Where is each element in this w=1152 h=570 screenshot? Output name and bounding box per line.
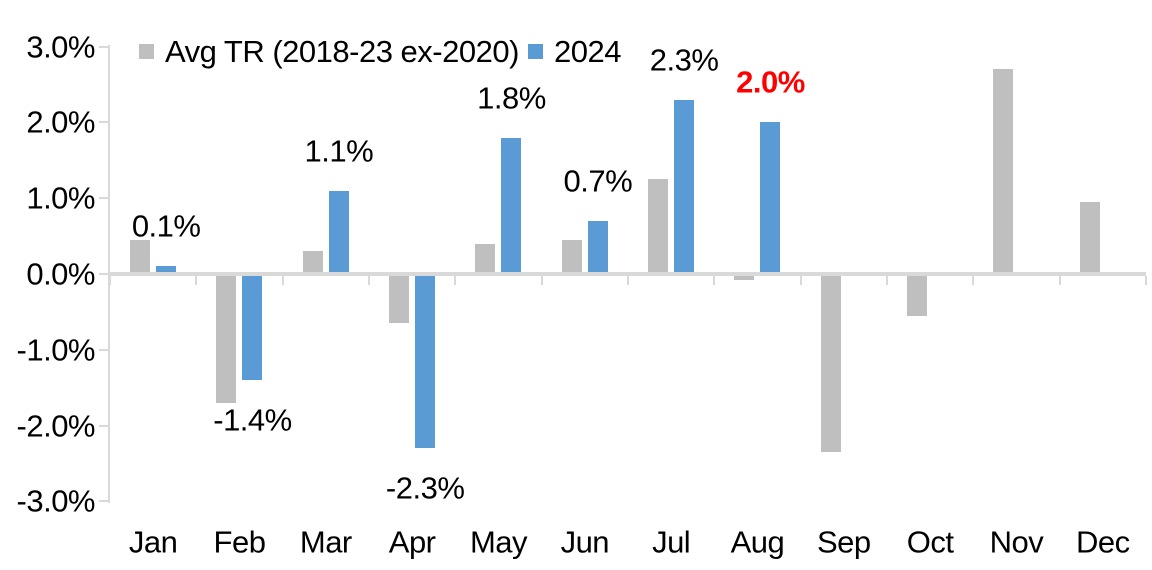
x-axis-label-dec: Dec [1075,524,1130,560]
y-axis-tick [99,45,110,48]
y-axis-tick [99,500,110,503]
legend-item-avg-tr: Avg TR (2018-23 ex-2020) [139,33,519,69]
bar-2024-jan [156,266,177,274]
data-label-may: 1.8% [477,80,546,115]
x-axis-tick [799,276,802,285]
bar-avg-oct [907,274,928,316]
y-axis-label: 0.0% [26,256,95,292]
x-axis-line [108,272,1146,276]
bar-2024-may [501,137,522,274]
bar-avg-feb [216,274,237,403]
y-axis-label: 1.0% [26,180,95,216]
x-axis-tick [195,276,198,285]
y-axis-tick [99,121,110,124]
x-axis-tick [972,276,975,285]
bar-2024-aug [760,122,781,274]
x-axis-label-jun: Jun [560,524,610,560]
x-axis-tick [454,276,457,285]
x-axis-label-nov: Nov [989,524,1044,560]
bar-avg-dec [1079,201,1100,274]
x-axis-label-aug: Aug [730,524,785,560]
data-label-jan: 0.1% [131,208,201,244]
bar-avg-jan [130,239,151,274]
x-axis-tick [1144,276,1147,285]
bar-avg-may [475,243,496,274]
y-axis-label: -3.0% [16,483,96,519]
y-axis-label: -2.0% [16,408,96,444]
legend-item-2024: 2024 [528,33,621,69]
x-axis-label-apr: Apr [388,524,436,560]
bar-avg-apr [389,274,410,324]
legend-swatch-2024 [528,43,543,59]
data-label-jul: 2.3% [649,42,719,78]
bar-2024-jun [587,220,608,274]
x-axis-label-may: May [469,524,528,560]
y-axis-label: -1.0% [16,332,96,368]
legend-label-2024: 2024 [554,33,621,69]
x-axis-tick [281,276,284,285]
y-axis-tick [99,273,110,275]
x-axis-label-jan: Jan [128,524,178,560]
y-axis-tick [99,424,110,427]
data-label-apr: -2.3% [385,470,465,506]
bar-avg-mar [302,251,323,274]
x-axis-tick [885,276,888,285]
x-axis-label-jul: Jul [652,524,691,560]
x-axis-tick [540,276,543,285]
x-axis-label-feb: Feb [213,524,266,560]
x-axis-tick [109,276,111,285]
bar-2024-apr [415,274,436,449]
data-label-mar: 1.1% [304,133,374,169]
y-axis-label: 2.0% [26,104,95,140]
legend-swatch-avg-tr [139,43,154,59]
y-axis-tick [99,197,110,200]
x-axis-tick [367,276,370,285]
bar-avg-sep [820,274,841,453]
x-axis-tick [713,276,716,285]
x-axis-label-mar: Mar [299,524,352,560]
x-axis-label-sep: Sep [816,524,871,560]
x-axis-label-oct: Oct [906,524,954,560]
y-axis-label: 3.0% [26,29,95,64]
bar-2024-mar [328,190,349,274]
bar-2024-feb [242,274,263,381]
bar-2024-jul [674,99,695,274]
data-label-feb: -1.4% [213,402,292,438]
data-label-aug: 2.0% [736,64,805,100]
x-axis-tick [626,276,629,285]
data-label-jun: 0.7% [563,163,633,199]
bar-avg-jul [648,179,669,274]
x-axis-tick [1058,276,1061,285]
y-axis-tick [99,348,110,351]
bar-avg-nov [993,69,1014,274]
legend-label-avg-tr: Avg TR (2018-23 ex-2020) [165,33,519,69]
bar-avg-jun [561,239,582,274]
bar-avg-aug [734,274,755,281]
